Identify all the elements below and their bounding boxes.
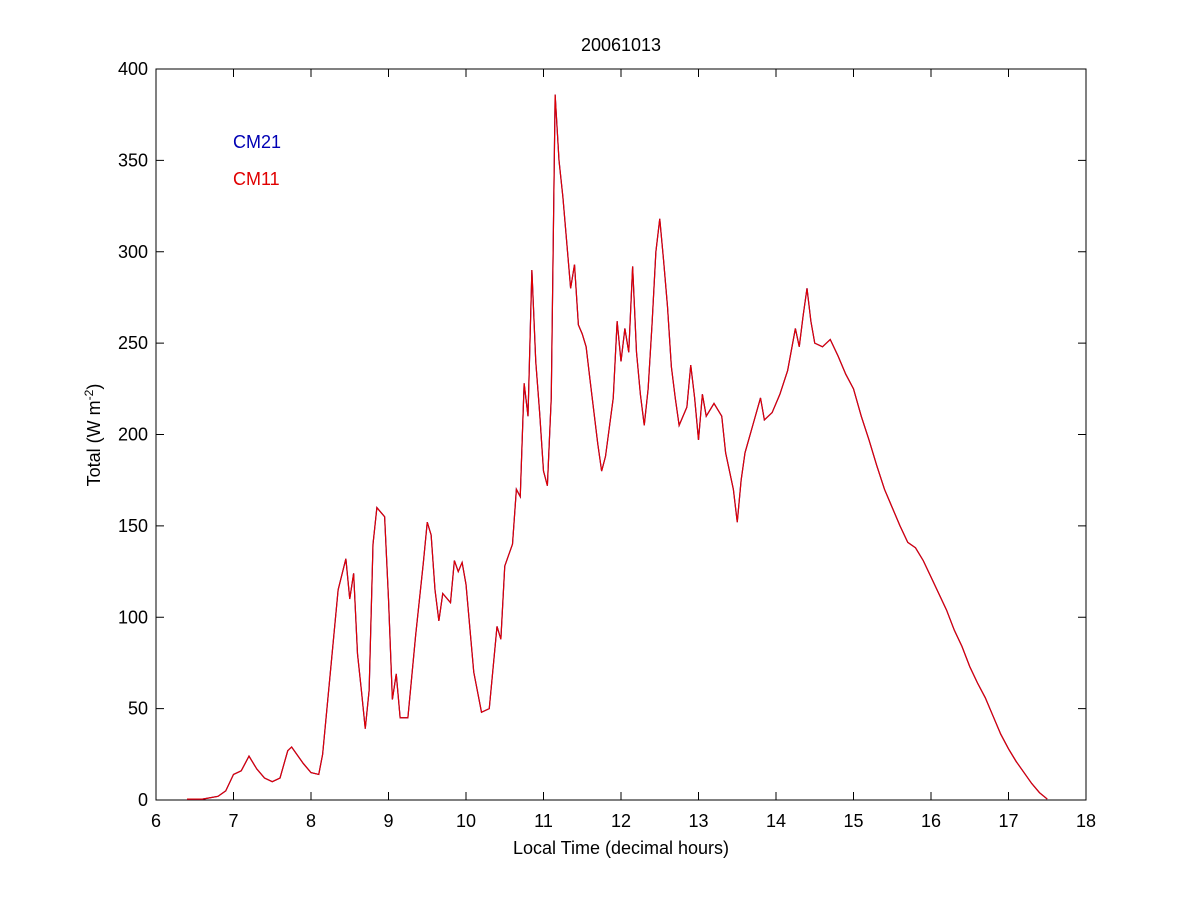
y-tick-label: 350 — [118, 150, 148, 170]
x-tick-label: 13 — [688, 811, 708, 831]
y-tick-label: 0 — [138, 790, 148, 810]
x-tick-label: 8 — [306, 811, 316, 831]
chart-title: 20061013 — [581, 35, 661, 55]
y-tick-label: 300 — [118, 242, 148, 262]
x-tick-label: 17 — [998, 811, 1018, 831]
y-tick-label: 100 — [118, 607, 148, 627]
legend-entry: CM11 — [233, 169, 280, 189]
y-tick-label: 150 — [118, 516, 148, 536]
x-axis-label: Local Time (decimal hours) — [513, 838, 729, 858]
x-tick-label: 14 — [766, 811, 786, 831]
x-tick-label: 9 — [383, 811, 393, 831]
y-tick-label: 400 — [118, 59, 148, 79]
x-tick-label: 7 — [228, 811, 238, 831]
x-tick-label: 6 — [151, 811, 161, 831]
x-tick-label: 16 — [921, 811, 941, 831]
x-tick-label: 10 — [456, 811, 476, 831]
x-tick-label: 15 — [843, 811, 863, 831]
data-line — [187, 94, 1048, 800]
y-tick-label: 200 — [118, 425, 148, 445]
y-axis-label: Total (W m-2) — [82, 384, 104, 487]
y-tick-label: 250 — [118, 333, 148, 353]
y-tick-label: 50 — [128, 699, 148, 719]
x-tick-label: 18 — [1076, 811, 1096, 831]
x-tick-label: 12 — [611, 811, 631, 831]
plot-area — [155, 68, 1087, 801]
legend-entry: CM21 — [233, 132, 281, 152]
x-tick-label: 11 — [534, 811, 553, 831]
